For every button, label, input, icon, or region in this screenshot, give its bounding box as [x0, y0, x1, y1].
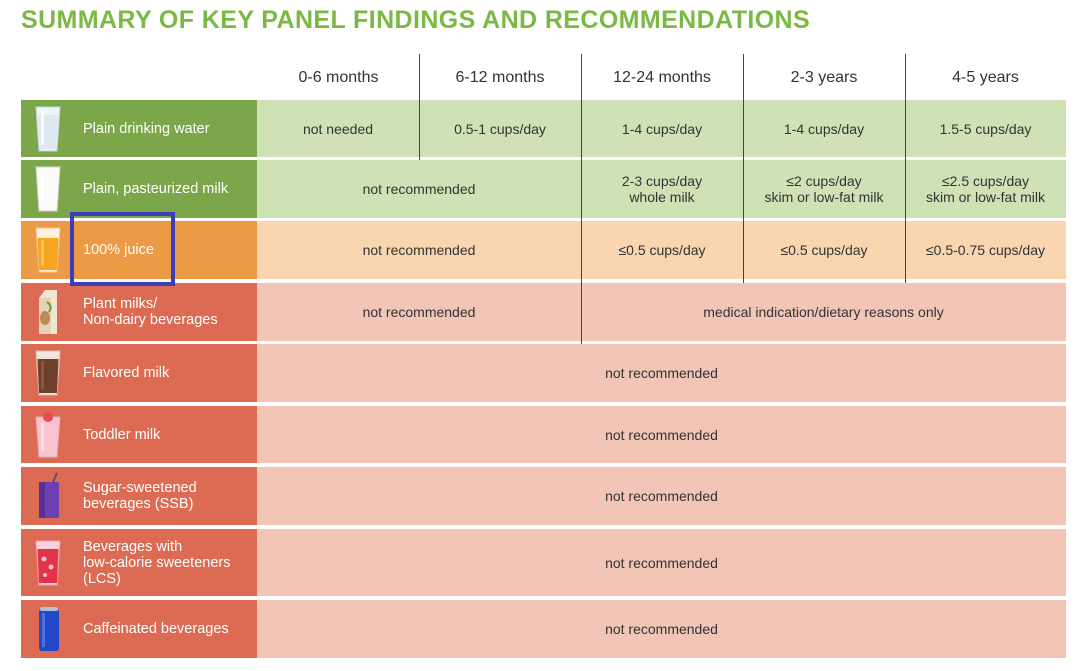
- col-header-0-6-months: 0-6 months: [298, 69, 379, 86]
- chocolate-milk-icon: [35, 350, 61, 396]
- row-label: Plant milks/ Non-dairy beverages: [21, 283, 257, 341]
- cell: not recommended: [257, 600, 1066, 658]
- cell: not recommended: [257, 221, 581, 279]
- toddler-milk-icon: [35, 411, 61, 457]
- row-label-text: Plant milks/ Non-dairy beverages: [83, 296, 218, 328]
- row-label: Plain drinking water: [21, 100, 257, 157]
- soda-can-icon: [39, 607, 59, 651]
- cell: ≤0.5 cups/day: [581, 221, 743, 279]
- cell: ≤2 cups/day skim or low-fat milk: [743, 160, 905, 218]
- cell: 1.5-5 cups/day: [905, 100, 1066, 157]
- row-label-text: Beverages with low-calorie sweeteners (L…: [83, 538, 231, 587]
- row-label-text: Plain, pasteurized milk: [83, 181, 229, 197]
- row-label: Toddler milk: [21, 406, 257, 463]
- table-row: Sugar-sweetened beverages (SSB) not reco…: [21, 467, 1066, 525]
- column-divider: [419, 54, 420, 160]
- cell: not needed: [257, 100, 419, 157]
- row-label: Beverages with low-calorie sweeteners (L…: [21, 529, 257, 596]
- row-label: Flavored milk: [21, 344, 257, 402]
- juice-glass-icon: [35, 227, 61, 273]
- cell: medical indication/dietary reasons only: [581, 283, 1066, 341]
- row-label: Caffeinated beverages: [21, 600, 257, 658]
- cell: 0.5-1 cups/day: [419, 100, 581, 157]
- column-divider: [581, 54, 582, 344]
- column-divider: [743, 54, 744, 283]
- row-label-text: Sugar-sweetened beverages (SSB): [83, 480, 197, 512]
- col-header-2-3-years: 2-3 years: [790, 69, 858, 86]
- cell: not recommended: [257, 160, 581, 218]
- col-header-6-12-months: 6-12 months: [455, 69, 545, 86]
- row-label: Sugar-sweetened beverages (SSB): [21, 467, 257, 525]
- row-label-text: Toddler milk: [83, 426, 161, 443]
- cell: not recommended: [257, 344, 1066, 402]
- highlight-box: [70, 212, 175, 286]
- milk-glass-icon: [35, 166, 61, 212]
- table-row: Plain, pasteurized milk not recommended …: [21, 160, 1066, 218]
- cell: ≤0.5-0.75 cups/day: [905, 221, 1066, 279]
- cell: 1-4 cups/day: [743, 100, 905, 157]
- table-row: Flavored milk not recommended: [21, 344, 1066, 402]
- plant-milk-carton-icon: [39, 290, 57, 334]
- column-divider: [905, 54, 906, 283]
- cell: ≤2.5 cups/day skim or low-fat milk: [905, 160, 1066, 218]
- col-header-12-24-months: 12-24 months: [613, 69, 711, 86]
- cell: ≤0.5 cups/day: [743, 221, 905, 279]
- row-label-text: Flavored milk: [83, 365, 170, 381]
- row-label-text: 100% juice: [83, 242, 154, 258]
- row-label-text: Caffeinated beverages: [83, 621, 229, 637]
- table-row: Plain drinking water not needed 0.5-1 cu…: [21, 100, 1066, 157]
- cell: 2-3 cups/day whole milk: [581, 160, 743, 218]
- row-label: 100% juice: [21, 221, 257, 279]
- table-row: Plant milks/ Non-dairy beverages not rec…: [21, 283, 1066, 341]
- table-row: Toddler milk not recommended: [21, 406, 1066, 463]
- cell: not recommended: [257, 283, 581, 341]
- cell: not recommended: [257, 529, 1066, 596]
- sweetened-drink-icon: [35, 540, 61, 585]
- row-label: Plain, pasteurized milk: [21, 160, 257, 218]
- cell: not recommended: [257, 467, 1066, 525]
- table-row: Caffeinated beverages not recommended: [21, 600, 1066, 658]
- water-glass-icon: [35, 106, 61, 151]
- col-header-4-5-years: 4-5 years: [952, 69, 1019, 86]
- cell: not recommended: [257, 406, 1066, 463]
- row-label-text: Plain drinking water: [83, 120, 210, 137]
- juice-box-icon: [39, 472, 59, 518]
- page-title: SUMMARY OF KEY PANEL FINDINGS AND RECOMM…: [21, 6, 811, 34]
- cell: 1-4 cups/day: [581, 100, 743, 157]
- table-row: 100% juice not recommended ≤0.5 cups/day…: [21, 221, 1066, 279]
- table-row: Beverages with low-calorie sweeteners (L…: [21, 529, 1066, 596]
